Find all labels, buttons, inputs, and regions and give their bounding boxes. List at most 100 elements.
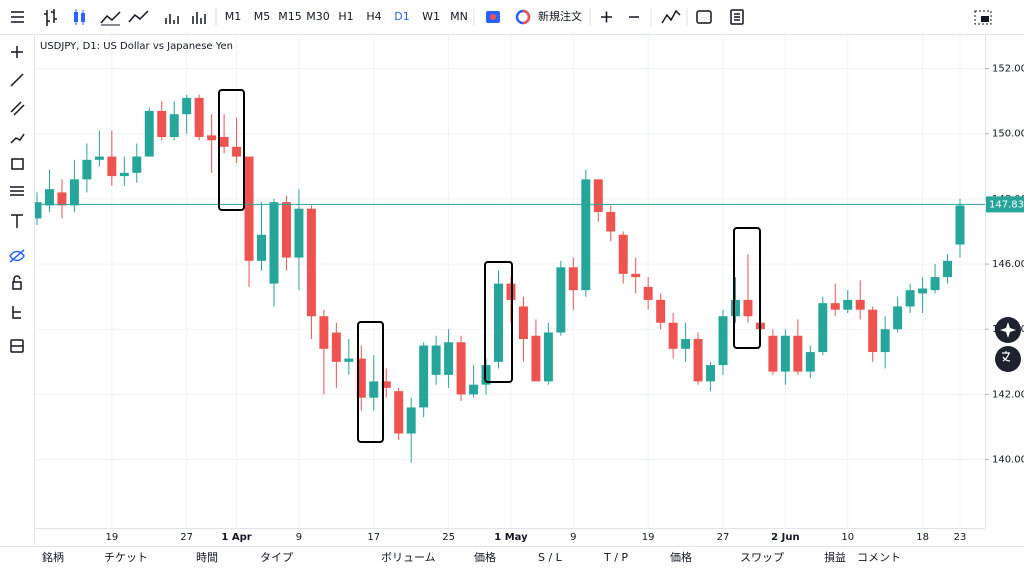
candle-body: [431, 345, 441, 375]
y-tick-label: 146.000: [992, 259, 1024, 270]
hide-drawings[interactable]: [9, 249, 25, 263]
screenshot[interactable]: [974, 10, 992, 25]
candle-body: [718, 316, 728, 366]
timeframe-button[interactable]: W1: [422, 10, 440, 23]
candle-body: [257, 234, 267, 261]
text-tool[interactable]: [11, 214, 23, 228]
candle-body: [207, 135, 217, 141]
trend-line[interactable]: [10, 73, 24, 87]
column-header[interactable]: 価格: [670, 550, 692, 564]
drawing-rect[interactable]: [357, 321, 384, 443]
candle-body: [818, 303, 828, 353]
crosshair[interactable]: [11, 46, 23, 58]
current-price-label: 147.832: [989, 199, 1024, 210]
candle-body: [294, 208, 304, 258]
candle-body: [494, 283, 503, 362]
drawing-rect[interactable]: [218, 89, 245, 211]
object-tree[interactable]: [12, 306, 21, 319]
y-tick-label: 152.000: [992, 64, 1024, 75]
column-header[interactable]: スワップ: [740, 551, 784, 564]
candle-body: [581, 179, 591, 291]
candle-body: [456, 342, 466, 395]
column-header[interactable]: 損益: [824, 550, 846, 564]
menu-button[interactable]: [11, 11, 24, 23]
candle-body: [631, 273, 641, 278]
translate-button[interactable]: [995, 346, 1021, 372]
ai-icon: [1000, 322, 1016, 338]
candle-body: [82, 159, 92, 180]
calendar[interactable]: [696, 10, 712, 24]
column-header[interactable]: タイプ: [260, 551, 293, 564]
candle-body: [182, 97, 192, 115]
candle-body: [481, 365, 491, 385]
candle-body: [406, 407, 416, 434]
x-tick-label: 9: [296, 532, 302, 543]
column-header[interactable]: ボリューム: [381, 551, 436, 564]
top-toolbar: [0, 0, 1024, 34]
timeframe-button[interactable]: M1: [225, 10, 242, 23]
candle-body: [32, 202, 42, 219]
chart-type-candles[interactable]: [74, 9, 85, 25]
candle-body: [232, 146, 242, 157]
candle-body: [219, 137, 229, 147]
y-tick-label: 140.000: [992, 455, 1024, 466]
candle-body: [269, 202, 279, 284]
y-tick-label: 150.000: [992, 129, 1024, 140]
timeframe-button[interactable]: M15: [278, 10, 302, 23]
chart-type-line[interactable]: [128, 10, 149, 23]
chart-type-volume[interactable]: [165, 14, 179, 24]
candle-body: [194, 97, 204, 138]
candle-body: [356, 358, 366, 398]
path-tool[interactable]: [10, 133, 25, 144]
column-header[interactable]: チケット: [104, 551, 148, 564]
fib[interactable]: [10, 186, 24, 196]
candle-body: [618, 234, 628, 274]
timeframe-button[interactable]: D1: [394, 10, 409, 23]
drawing-rect[interactable]: [733, 227, 761, 349]
new-order-button[interactable]: 新規注文: [538, 9, 582, 23]
shapes[interactable]: [11, 158, 24, 170]
lock[interactable]: [12, 281, 22, 290]
candle-body: [157, 110, 167, 138]
parallel-channel[interactable]: [10, 101, 25, 116]
plot-area: [32, 35, 985, 528]
column-header[interactable]: コメント: [857, 551, 901, 564]
candle-body: [805, 352, 815, 372]
candle-body: [419, 345, 429, 408]
column-header[interactable]: T / P: [603, 551, 628, 564]
x-tick-label: 25: [442, 532, 455, 543]
candle-body: [743, 299, 753, 317]
candle-body: [531, 335, 541, 382]
column-header[interactable]: 時間: [196, 551, 218, 564]
candle-body: [830, 303, 840, 310]
candle-body: [107, 156, 117, 177]
new-order-icon-half: [522, 9, 531, 25]
chart-type-area[interactable]: [100, 11, 121, 26]
candle-body: [793, 335, 803, 372]
lock-shackle: [13, 275, 21, 282]
column-header[interactable]: S / L: [538, 551, 563, 564]
indicators[interactable]: [661, 9, 681, 24]
zoom-in[interactable]: [601, 11, 612, 23]
candle-body: [244, 156, 254, 261]
chart-type-bars[interactable]: [44, 9, 57, 26]
table-header: 銘柄 チケット 時間 タイプ ボリューム 価格 S / L T / P 価格 スワップ 損益 コメント: [42, 550, 901, 564]
candle-body: [119, 172, 129, 177]
timeframe-button[interactable]: M30: [306, 10, 330, 23]
column-header[interactable]: 価格: [474, 550, 496, 564]
timeframe-button[interactable]: H1: [338, 10, 353, 23]
templates[interactable]: [730, 9, 744, 25]
candle-body: [880, 329, 890, 353]
candle-body: [668, 322, 678, 349]
candle-body: [930, 277, 940, 291]
column-header[interactable]: 銘柄: [42, 550, 64, 564]
drawing-rect[interactable]: [484, 261, 513, 383]
chart-type-histogram[interactable]: [192, 12, 206, 24]
timeframe-button[interactable]: H4: [366, 10, 381, 23]
timeframe-button[interactable]: MN: [450, 10, 468, 23]
y-tick-label: 142.000: [992, 389, 1024, 400]
timeframe-button[interactable]: M5: [254, 10, 271, 23]
chart-title: USDJPY, D1: US Dollar vs Japanese Yen: [40, 41, 233, 52]
candle-body: [132, 156, 142, 173]
candle-body: [843, 299, 853, 310]
